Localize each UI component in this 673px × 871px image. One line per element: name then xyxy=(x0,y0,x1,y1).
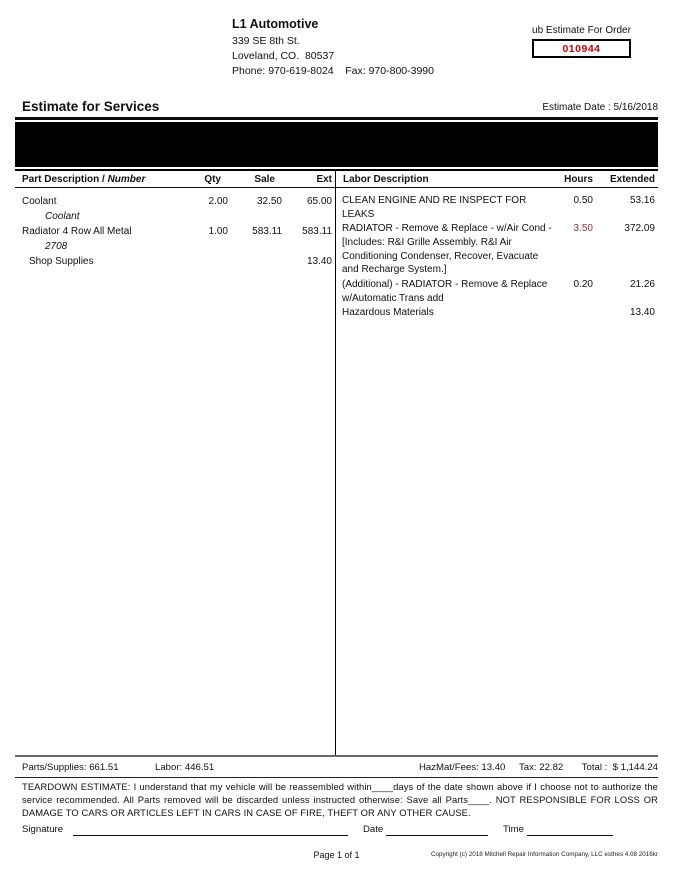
labor-body: CLEAN ENGINE AND RE INSPECT FOR LEAKS 0.… xyxy=(336,188,658,755)
labor-column: Labor Description Hours Extended CLEAN E… xyxy=(336,171,658,755)
part-description: Radiator 4 Row All Metal xyxy=(22,226,132,237)
parts-header-description-main: Part Description / xyxy=(22,173,108,185)
total-labor: Labor: 446.51 xyxy=(155,762,215,773)
labor-description: Hazardous Materials xyxy=(342,306,434,318)
estimate-table: Part Description / Number Qty Sale Ext C… xyxy=(15,169,658,755)
part-row: Coolant xyxy=(15,209,335,224)
title-rule xyxy=(15,117,658,120)
labor-row: Hazardous Materials 13.40 xyxy=(336,306,658,320)
part-description: Coolant xyxy=(22,196,57,207)
labor-extended: 372.09 xyxy=(624,223,655,235)
part-description: Shop Supplies xyxy=(29,256,94,267)
part-row: Shop Supplies 13.40 xyxy=(15,254,335,269)
parts-header-ext: Ext xyxy=(316,173,332,185)
labor-header-row: Labor Description Hours Extended xyxy=(336,171,658,188)
labor-extended: 53.16 xyxy=(629,195,655,206)
part-sub-number: Coolant xyxy=(45,211,80,222)
labor-row: (Additional) - RADIATOR - Remove & Repla… xyxy=(336,278,658,306)
order-number: 010944 xyxy=(562,42,601,55)
part-qty: 1.00 xyxy=(208,226,228,237)
page-title: Estimate for Services xyxy=(22,99,160,114)
part-row: Radiator 4 Row All Metal 1.00 583.11 583… xyxy=(15,224,335,239)
parts-header-row: Part Description / Number Qty Sale Ext xyxy=(15,171,335,188)
order-block: ub Estimate For Order 010944 xyxy=(532,25,631,58)
part-ext: 65.00 xyxy=(306,196,332,207)
date-label: Date xyxy=(363,823,384,835)
labor-header-description: Labor Description xyxy=(343,173,429,185)
company-name: L1 Automotive xyxy=(232,17,319,31)
signature-line xyxy=(73,834,348,836)
labor-header-extended: Extended xyxy=(609,173,655,185)
page-number: Page 1 of 1 xyxy=(313,849,360,860)
labor-hours: 0.20 xyxy=(573,278,593,290)
total-tax: Tax: 22.82 xyxy=(519,762,564,773)
order-label: ub Estimate For Order xyxy=(532,25,631,36)
labor-header-hours: Hours xyxy=(564,173,593,185)
parts-header-sale: Sale xyxy=(254,173,275,185)
signature-row: Signature Date Time xyxy=(15,822,658,840)
labor-description: RADIATOR - Remove & Replace - w/Air Cond… xyxy=(342,223,552,276)
page-footer: Page 1 of 1 Copyright (c) 2018 Mitchell … xyxy=(15,848,658,864)
labor-row: CLEAN ENGINE AND RE INSPECT FOR LEAKS 0.… xyxy=(336,194,658,222)
company-address-line1: 339 SE 8th St. xyxy=(232,35,300,47)
part-ext: 13.40 xyxy=(306,256,332,267)
total-hazmat-fees: HazMat/Fees: 13.40 xyxy=(419,762,506,773)
part-ext: 583.11 xyxy=(302,226,332,237)
total-parts-supplies: Parts/Supplies: 661.51 xyxy=(22,762,119,773)
labor-extended: 13.40 xyxy=(629,306,655,318)
labor-description: CLEAN ENGINE AND RE INSPECT FOR LEAKS xyxy=(342,195,527,220)
title-row: Estimate for Services Estimate Date : 5/… xyxy=(15,97,658,114)
signature-label: Signature xyxy=(22,823,64,835)
company-phone-fax: Phone: 970-619-8024 Fax: 970-800-3990 xyxy=(232,65,434,77)
totals-row: Parts/Supplies: 661.51 Labor: 446.51 Haz… xyxy=(15,757,658,777)
teardown-disclaimer: TEARDOWN ESTIMATE: I understand that my … xyxy=(22,781,658,818)
grand-total: Total : $ 1,144.24 xyxy=(581,762,658,773)
part-row: 2708 xyxy=(15,239,335,254)
part-qty: 2.00 xyxy=(208,196,228,207)
parts-header-qty: Qty xyxy=(204,173,221,185)
parts-column: Part Description / Number Qty Sale Ext C… xyxy=(15,171,336,755)
part-sale: 32.50 xyxy=(256,196,282,207)
totals-bottom-rule xyxy=(15,777,658,779)
labor-extended: 21.26 xyxy=(629,278,655,290)
redacted-vehicle-info-bar xyxy=(15,122,658,167)
time-label: Time xyxy=(503,823,524,835)
part-sale: 583.11 xyxy=(252,226,282,237)
estimate-date: Estimate Date : 5/16/2018 xyxy=(542,102,658,113)
copyright-notice: Copyright (c) 2018 Mitchell Repair Infor… xyxy=(430,850,658,858)
labor-hours: 3.50 xyxy=(573,223,593,235)
date-line xyxy=(386,834,488,836)
document-header: L1 Automotive 339 SE 8th St. Loveland, C… xyxy=(15,0,658,97)
labor-hours: 0.50 xyxy=(573,195,593,206)
time-line xyxy=(527,834,613,836)
company-block: L1 Automotive 339 SE 8th St. Loveland, C… xyxy=(232,17,434,79)
order-number-box: 010944 xyxy=(532,39,631,58)
parts-header-description-number: Number xyxy=(107,173,146,185)
labor-row: RADIATOR - Remove & Replace - w/Air Cond… xyxy=(336,222,658,277)
parts-body: Coolant 2.00 32.50 65.00 Coolant Radiato… xyxy=(15,188,335,755)
labor-description: (Additional) - RADIATOR - Remove & Repla… xyxy=(342,278,548,304)
company-address-line2: Loveland, CO. 80537 xyxy=(232,50,335,62)
estimate-sheet: L1 Automotive 339 SE 8th St. Loveland, C… xyxy=(15,0,658,864)
parts-header-description: Part Description / Number xyxy=(15,174,185,185)
part-row: Coolant 2.00 32.50 65.00 xyxy=(15,194,335,209)
part-sub-number: 2708 xyxy=(45,241,68,252)
totals-top-rule xyxy=(15,755,658,757)
